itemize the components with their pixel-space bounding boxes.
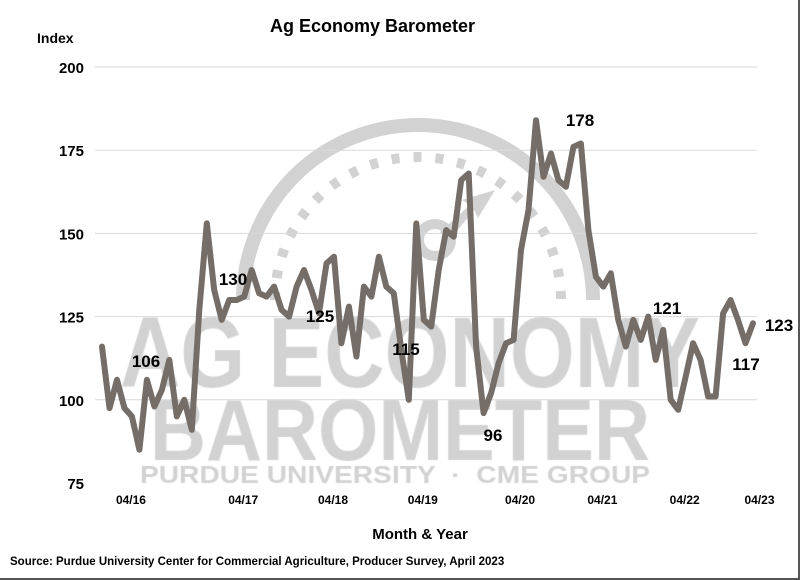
- y-axis-label: Index: [37, 30, 74, 46]
- watermark-gauge-arc: [236, 118, 600, 301]
- series-barometer: [99, 117, 756, 453]
- data-label: 178: [565, 111, 595, 130]
- data-label: 106: [131, 352, 161, 371]
- x-tick-label: 04/17: [228, 493, 258, 507]
- watermark-gauge-ticks: [270, 152, 566, 301]
- x-tick-label: 04/23: [745, 493, 775, 507]
- data-label: 96: [483, 426, 503, 445]
- source-note: Source: Purdue University Center for Com…: [10, 556, 505, 568]
- x-tick-label: 04/21: [587, 493, 617, 507]
- x-axis-label: Month & Year: [372, 526, 468, 543]
- y-tick-label: 150: [59, 226, 84, 243]
- x-tick-label: 04/16: [116, 493, 146, 507]
- y-tick-label: 100: [59, 393, 84, 410]
- y-tick-label: 125: [59, 310, 84, 327]
- x-tick-label: 04/19: [408, 493, 438, 507]
- y-tick-label: 200: [59, 60, 84, 77]
- data-label: 130: [218, 270, 248, 289]
- x-tick-label: 04/22: [670, 493, 700, 507]
- data-label: 115: [392, 340, 420, 359]
- y-tick-label: 175: [59, 143, 84, 160]
- data-label: 117: [732, 355, 760, 374]
- x-tick-label: 04/18: [318, 493, 348, 507]
- data-label: 121: [652, 299, 682, 318]
- series-line: [99, 117, 756, 453]
- y-tick-labels: 75 100 125 150 175 200: [59, 60, 84, 493]
- x-tick-labels: 04/16 04/17 04/18 04/19 04/20 04/21 04/22 04/23: [116, 493, 775, 507]
- x-tick-label: 04/20: [505, 493, 535, 507]
- data-label: 123: [764, 316, 794, 335]
- data-label: 125: [305, 307, 335, 326]
- y-tick-label: 75: [67, 476, 84, 493]
- chart-title: Ag Economy Barometer: [269, 16, 476, 36]
